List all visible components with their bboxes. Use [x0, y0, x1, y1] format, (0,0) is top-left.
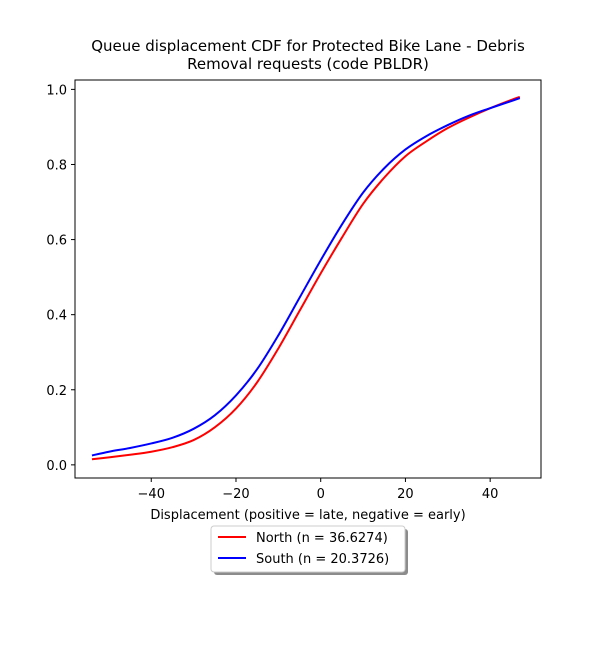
chart-title-line-2: Removal requests (code PBLDR): [187, 55, 429, 73]
y-tick-label: 0.0: [46, 459, 67, 474]
ticks-layer: −40 −20 0 20 40 0.0 0.2 0.4 0.6 0.8 1.0: [46, 83, 498, 502]
y-tick-label: 1.0: [46, 83, 67, 98]
series-line-south: [91, 97, 521, 457]
chart-title-line-1: Queue displacement CDF for Protected Bik…: [91, 37, 525, 55]
series-layer: [91, 95, 521, 461]
y-tick-label: 0.4: [46, 309, 67, 324]
x-tick-label: 20: [397, 487, 414, 502]
y-tick-label: 0.6: [46, 234, 67, 249]
x-tick-label: −20: [222, 487, 249, 502]
x-tick-label: 0: [317, 487, 325, 502]
legend: North (n = 36.6274) South (n = 20.3726): [210, 525, 408, 575]
x-tick-label: −40: [138, 487, 165, 502]
legend-box: [210, 525, 406, 573]
y-tick-label: 0.2: [46, 384, 67, 399]
legend-label-north: North (n = 36.6274): [256, 531, 388, 546]
x-axis-label: Displacement (positive = late, negative …: [150, 508, 465, 523]
y-tick-label: 0.8: [46, 158, 67, 173]
series-line-north: [91, 95, 521, 461]
legend-label-south: South (n = 20.3726): [256, 552, 389, 567]
plot-frame: [74, 79, 542, 479]
x-tick-label: 40: [482, 487, 499, 502]
